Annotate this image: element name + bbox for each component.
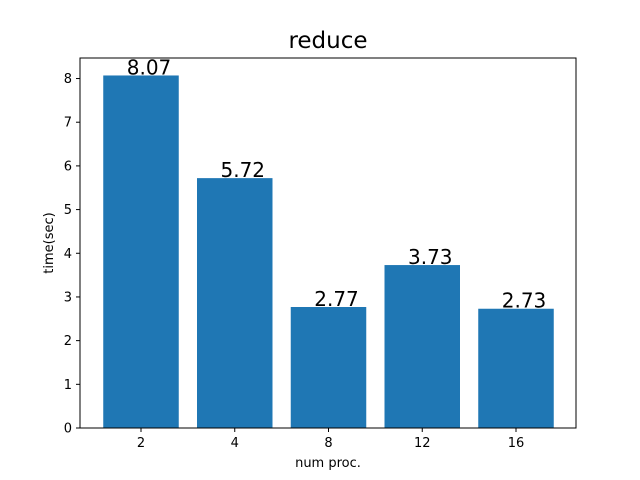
y-axis-label: time(sec)	[42, 212, 57, 273]
bar-8	[291, 307, 367, 428]
x-tick-label-8: 8	[324, 436, 332, 451]
x-tick-label-2: 2	[137, 436, 145, 451]
x-axis-label: num proc.	[295, 456, 361, 471]
bars	[103, 75, 554, 428]
y-tick-label-6: 6	[64, 159, 72, 174]
y-tick-label-1: 1	[64, 378, 72, 393]
chart-title: reduce	[288, 28, 367, 54]
y-tick-label-7: 7	[64, 116, 72, 131]
bar-4	[197, 178, 273, 428]
data-label-8: 2.77	[314, 287, 359, 311]
y-tick-label-0: 0	[64, 422, 72, 437]
y-tick-label-4: 4	[64, 247, 72, 262]
bar-2	[103, 75, 179, 428]
y-tick-label-2: 2	[64, 334, 72, 349]
x-tick-label-12: 12	[414, 436, 431, 451]
data-label-4: 5.72	[220, 158, 265, 182]
y-tick-label-5: 5	[64, 203, 72, 218]
x-tick-label-16: 16	[508, 436, 525, 451]
bar-12	[385, 265, 461, 428]
bar-16	[478, 309, 554, 428]
data-labels: 8.07 5.72 2.77 3.73 2.73	[127, 55, 547, 312]
x-axis: 2 4 8 12 16	[137, 428, 524, 451]
data-label-12: 3.73	[408, 245, 453, 269]
y-axis: 0 1 2 3 4 5 6 7 8	[64, 72, 80, 436]
data-label-2: 8.07	[127, 55, 172, 79]
x-tick-label-4: 4	[231, 436, 239, 451]
y-tick-label-8: 8	[64, 72, 72, 87]
y-tick-label-3: 3	[64, 290, 72, 305]
data-label-16: 2.73	[502, 289, 547, 313]
